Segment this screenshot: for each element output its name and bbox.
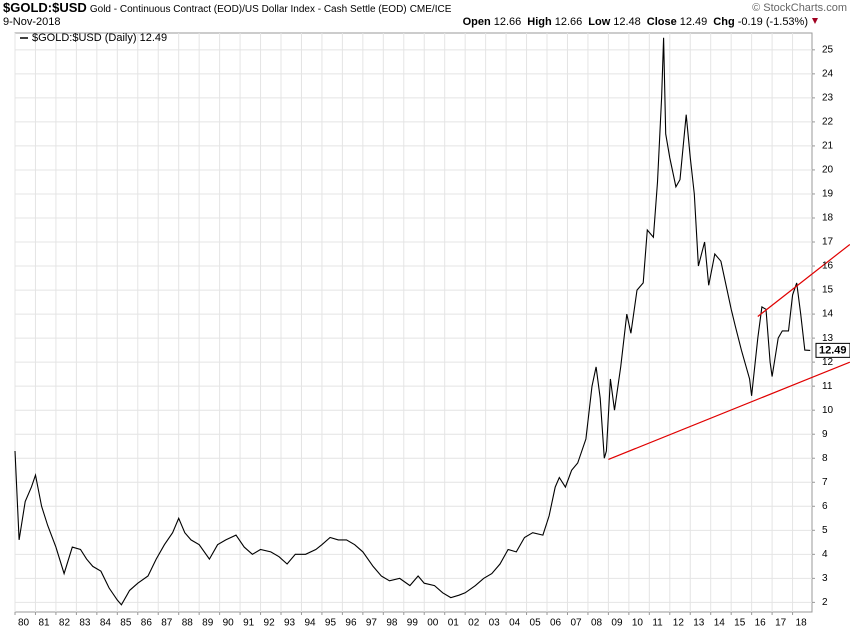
y-tick-label: 17 [822,237,834,248]
price-line [14,37,811,606]
stat-value: -0.19 (-1.53%) [738,16,808,28]
x-tick-label: 97 [366,618,378,629]
x-tick-label: 89 [202,618,214,629]
x-tick-label: 13 [693,618,705,629]
trend-line [608,361,850,460]
x-tick-label: 14 [714,618,726,629]
y-tick-label: 3 [822,573,828,584]
x-tick-label: 03 [489,618,501,629]
stat-value: 12.66 [555,16,583,28]
stat-value: 12.66 [494,16,522,28]
x-tick-label: 93 [284,618,296,629]
x-tick-label: 92 [264,618,276,629]
y-tick-label: 19 [822,189,834,200]
stat-label: Close [647,16,677,28]
y-tick-label: 6 [822,501,828,512]
x-tick-label: 88 [182,618,194,629]
x-tick-label: 17 [775,618,787,629]
x-tick-label: 05 [530,618,542,629]
grid [14,33,815,615]
plot-frame [14,32,813,613]
y-tick-label: 15 [822,285,834,296]
x-tick-label: 95 [325,618,337,629]
x-tick-label: 04 [509,618,521,629]
y-tick-label: 11 [822,381,833,392]
y-tick-label: 13 [822,333,834,344]
description: Gold - Continuous Contract (EOD)/US Doll… [90,4,407,15]
y-tick-label: 4 [822,549,828,560]
y-tick-label: 21 [822,141,834,152]
y-tick-label: 18 [822,213,834,224]
y-tick-label: 20 [822,165,834,176]
y-tick-label: 14 [822,309,834,320]
x-tick-label: 94 [304,618,316,629]
x-tick-label: 01 [448,618,460,629]
x-tick-label: 81 [38,618,50,629]
x-tick-label: 18 [796,618,808,629]
x-tick-label: 87 [161,618,173,629]
x-tick-label: 09 [611,618,623,629]
x-tick-label: 12 [673,618,685,629]
legend-label: $GOLD:$USD (Daily) 12.49 [32,32,167,44]
stat-label: High [527,16,552,28]
y-tick-label: 24 [822,68,834,79]
y-tick-label: 25 [822,44,834,55]
x-tick-label: 80 [18,618,30,629]
y-tick-label: 23 [822,93,834,104]
last-value-label: 12.49 [819,344,847,356]
y-tick-label: 5 [822,525,828,536]
x-tick-label: 06 [550,618,562,629]
credit: © StockCharts.com [752,2,847,14]
x-tick-label: 15 [734,618,746,629]
stats: Open 12.66 High 12.66 Low 12.48 Close 12.49 Chg -… [463,16,808,28]
labels: 2345678910111213141516171819202122232425… [18,32,850,629]
x-tick-label: 83 [79,618,91,629]
x-tick-label: 08 [591,618,603,629]
x-tick-label: 86 [141,618,153,629]
y-tick-label: 10 [822,405,834,416]
y-tick-label: 16 [822,261,834,272]
change-arrow [812,18,818,24]
x-tick-label: 02 [468,618,480,629]
last-value-box [815,342,850,358]
y-tick-label: 22 [822,117,834,128]
x-tick-label: 07 [570,618,582,629]
x-tick-label: 96 [345,618,357,629]
x-tick-label: 82 [59,618,71,629]
x-tick-label: 90 [223,618,235,629]
trend-line [757,243,850,317]
y-tick-label: 2 [822,597,828,608]
y-tick-label: 9 [822,429,828,440]
y-tick-label: 8 [822,453,828,464]
stat-value: 12.48 [613,16,641,28]
exchange: CME/ICE [410,4,452,15]
x-tick-label: 85 [120,618,132,629]
y-tick-label: 12 [822,357,834,368]
x-tick-label: 10 [632,618,644,629]
symbol: $GOLD:$USD [3,0,87,15]
x-tick-label: 98 [386,618,398,629]
y-tick-label: 7 [822,477,828,488]
x-tick-label: 99 [407,618,419,629]
x-tick-label: 00 [427,618,439,629]
x-tick-label: 91 [243,618,255,629]
header-line: $GOLD:$USD Gold - Continuous Contract (E… [3,0,452,15]
stat-label: Chg [713,16,734,28]
date: 9-Nov-2018 [3,16,60,28]
stat-value: 12.49 [680,16,708,28]
x-tick-label: 11 [652,618,663,629]
x-tick-label: 84 [100,618,112,629]
x-tick-label: 16 [755,618,767,629]
stat-label: Low [588,16,610,28]
marks [14,37,850,606]
stat-label: Open [463,16,491,28]
